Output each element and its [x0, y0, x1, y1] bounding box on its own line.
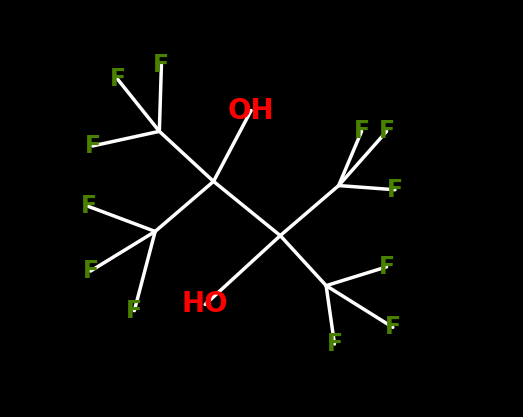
Text: F: F	[153, 53, 169, 77]
Text: F: F	[83, 259, 99, 283]
Text: F: F	[354, 119, 370, 143]
Text: F: F	[110, 67, 126, 91]
Text: F: F	[387, 178, 403, 202]
Text: OH: OH	[228, 96, 275, 125]
Text: F: F	[126, 299, 142, 323]
Text: F: F	[326, 332, 343, 356]
Text: F: F	[379, 255, 395, 279]
Text: HO: HO	[182, 290, 229, 319]
Text: F: F	[81, 194, 97, 219]
Text: F: F	[379, 119, 395, 143]
Text: F: F	[385, 315, 401, 339]
Text: F: F	[85, 134, 100, 158]
